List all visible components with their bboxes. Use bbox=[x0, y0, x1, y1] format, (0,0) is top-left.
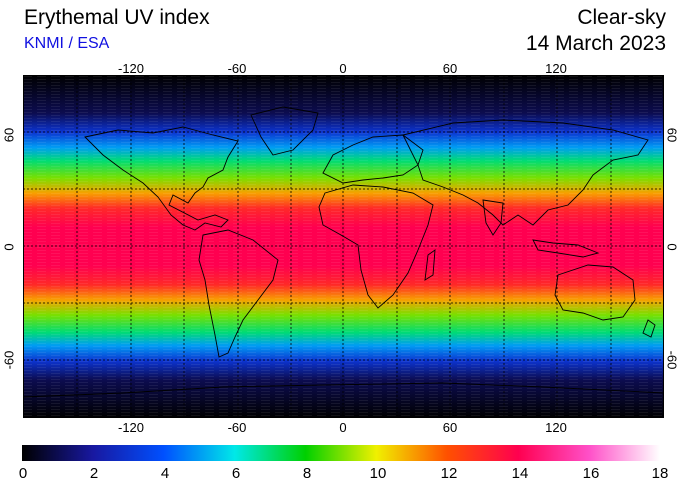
lat-tick-left: -60 bbox=[1, 350, 17, 370]
colorbar-label: 2 bbox=[89, 465, 99, 482]
source-label: KNMI / ESA bbox=[24, 35, 110, 52]
lat-tick-left: 0 bbox=[1, 243, 17, 251]
lon-tick-bottom: 60 bbox=[442, 420, 458, 435]
asia-outline bbox=[402, 119, 649, 226]
lat-tick-right: -60 bbox=[664, 350, 680, 370]
colorbar-label: 0 bbox=[18, 465, 28, 482]
india-outline bbox=[482, 199, 504, 236]
uv-colorbar bbox=[22, 445, 660, 461]
lon-tick-bottom: 120 bbox=[545, 420, 567, 435]
colorbar-label: 14 bbox=[511, 465, 529, 482]
date-label: 14 March 2023 bbox=[525, 32, 666, 55]
lon-tick-bottom: -120 bbox=[117, 420, 145, 435]
colorbar-label: 10 bbox=[369, 465, 387, 482]
lon-tick-top: 60 bbox=[442, 61, 458, 76]
colorbar-label: 4 bbox=[160, 465, 170, 482]
new-zealand-outline bbox=[642, 319, 656, 338]
lat-tick-right: 60 bbox=[664, 127, 680, 143]
lon-tick-top: 120 bbox=[545, 61, 567, 76]
colorbar-label: 8 bbox=[302, 465, 312, 482]
colorbar-fill bbox=[22, 445, 660, 461]
colorbar-label: 16 bbox=[582, 465, 600, 482]
lon-tick-bottom: -60 bbox=[227, 420, 247, 435]
uv-texture bbox=[23, 75, 664, 418]
lon-tick-top: -60 bbox=[227, 61, 247, 76]
africa-outline bbox=[318, 184, 434, 309]
colorbar-label: 18 bbox=[651, 465, 669, 482]
condition-label: Clear-sky bbox=[577, 6, 666, 29]
colorbar-label: 12 bbox=[440, 465, 458, 482]
antarctica-outline bbox=[23, 382, 664, 398]
lat-tick-right: 0 bbox=[664, 243, 680, 251]
south-america-outline bbox=[198, 229, 279, 358]
lon-tick-top: -120 bbox=[117, 61, 145, 76]
uv-index-map bbox=[23, 75, 664, 418]
europe-outline bbox=[322, 134, 424, 184]
lat-tick-left: 60 bbox=[1, 127, 17, 143]
australia-outline bbox=[554, 264, 636, 321]
north-america-outline bbox=[84, 126, 239, 231]
greenland-outline bbox=[250, 106, 319, 156]
lon-tick-bottom: 0 bbox=[339, 420, 347, 435]
map-title: Erythemal UV index bbox=[24, 6, 210, 29]
graticule bbox=[23, 75, 664, 418]
lon-tick-top: 0 bbox=[339, 61, 347, 76]
colorbar-label: 6 bbox=[231, 465, 241, 482]
madagascar-outline bbox=[424, 249, 436, 281]
map-frame bbox=[23, 75, 664, 418]
